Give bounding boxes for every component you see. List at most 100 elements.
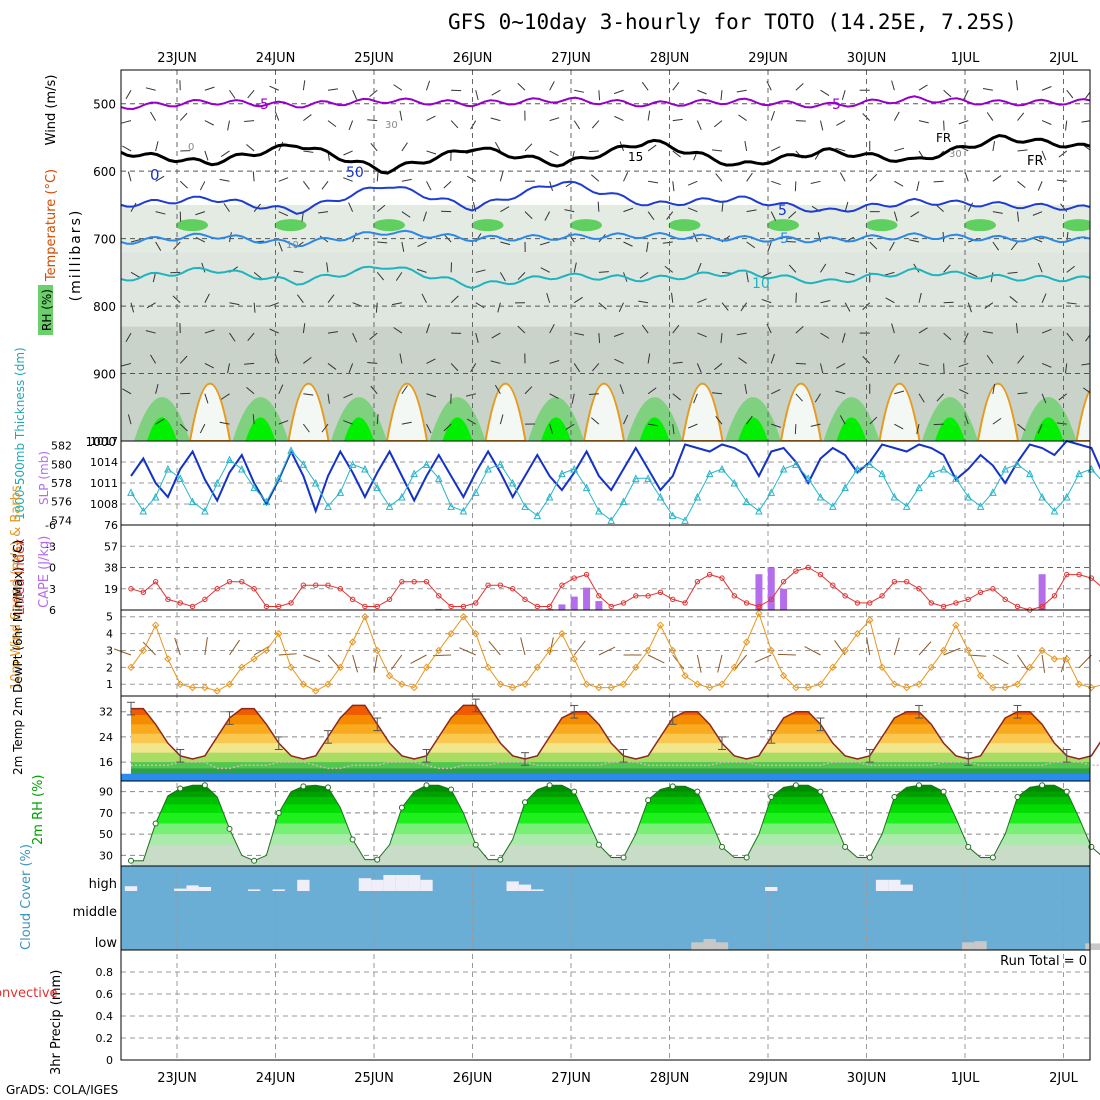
lifted-index-marker [1039,603,1045,610]
wind-speed-marker [755,609,763,618]
wind-barb [252,171,255,182]
lifted-index-marker [312,582,319,588]
temp-line [131,704,1100,760]
wind-barb [490,360,501,364]
x-tick-bottom: 30JUN [847,1071,887,1086]
wind-barb [204,393,209,404]
rh-fill-patch [373,219,405,232]
lifted-index-marker [436,593,442,599]
wind-barb [598,333,601,344]
lifted-index-marker [460,603,467,610]
surface-wind-barb [696,654,702,673]
y-tick-cape: 19 [104,583,118,596]
cloud-high-bar [297,879,310,891]
thickness-marker [274,474,283,482]
wind-barb [401,142,408,152]
isotherm-3 [121,229,1090,248]
wind-barb [443,423,452,432]
wind-barb [672,424,675,435]
lifted-index-marker [386,596,393,603]
wind-barb [646,241,649,252]
wind-barb [155,141,159,152]
lifted-index-marker [928,600,935,606]
wind-barb [1017,423,1026,431]
wind-barb [369,89,378,98]
wind-barb [712,149,723,152]
rh-marker [817,788,824,795]
rh-marker [398,804,405,811]
wind-barb [278,241,283,252]
wind-barb [155,241,162,251]
cape-bar [1038,574,1046,610]
lifted-index-marker [657,589,664,595]
lifted-index-marker [670,596,676,603]
wind-speed-marker [299,680,308,688]
y-tick-precip: 0.4 [96,1010,114,1023]
thickness-marker [176,474,185,482]
y-tick-temp: 16 [99,756,113,769]
lifted-index-marker [128,586,134,592]
wind-barb [918,120,929,124]
wind-barb [417,241,427,247]
wind-barb [179,423,188,432]
thickness-marker [533,511,542,520]
lifted-index-marker [965,596,971,603]
wind-barb [844,201,849,212]
y-tick-pressure: 1000 [85,435,116,449]
wind-speed-marker [976,672,985,680]
lifted-index-marker [682,600,688,606]
lifted-index-marker [288,600,294,606]
wind-barb [343,150,353,156]
wind-barb [958,362,969,368]
wind-barb [820,89,830,96]
y-tick-pressure: 800 [93,300,116,314]
thickness-line [130,449,1100,522]
thickness-marker [361,464,369,473]
rh-marker [669,783,676,790]
wind-barb [986,112,994,121]
wind-speed-marker [718,680,726,688]
x-tick-top: 28JUN [650,51,690,66]
wind-barb [1017,149,1028,152]
wind-barb [549,81,555,91]
cloud-high-bar [395,875,409,891]
wind-speed-marker [348,638,357,646]
wind-barb [697,89,707,95]
wind-barb [229,232,232,243]
rh-marker [595,841,602,848]
wind-barb [497,302,501,313]
wind-barb [204,329,215,334]
thickness-marker [779,464,788,473]
rh-marker [152,820,159,827]
wind-barb [1066,232,1069,243]
wind-barb [1041,86,1052,91]
wind-barb [549,423,554,434]
wind-speed-marker [681,672,689,680]
wind-barb [370,142,378,152]
x-tick-top: 23JUN [157,51,197,66]
thickness-marker [484,464,492,473]
wind-barb [1082,144,1090,151]
wind-barb [795,83,804,91]
lifted-index-marker [202,596,208,603]
legend-temperature: Temperature (°C) [44,169,59,282]
contour-label: 5 [780,231,789,247]
surface-wind-barb [459,647,476,656]
wind-barb [672,324,680,334]
wind-speed-marker [607,683,615,692]
wind-barb [844,302,851,312]
wind-barb [278,384,284,394]
y-tick-rh: 90 [99,786,113,799]
rh-marker [177,785,184,792]
thickness-marker [927,469,936,478]
wind-speed-marker [878,663,886,672]
wind-barb [524,386,533,395]
wind-barb [721,302,729,311]
wind-speed-marker [1013,680,1022,688]
thickness-marker [213,478,221,487]
wind-barb [891,323,895,334]
thickness-marker [373,483,382,492]
rh-marker [694,788,701,795]
wind-barb [814,393,821,403]
lifted-index-marker [583,571,590,578]
